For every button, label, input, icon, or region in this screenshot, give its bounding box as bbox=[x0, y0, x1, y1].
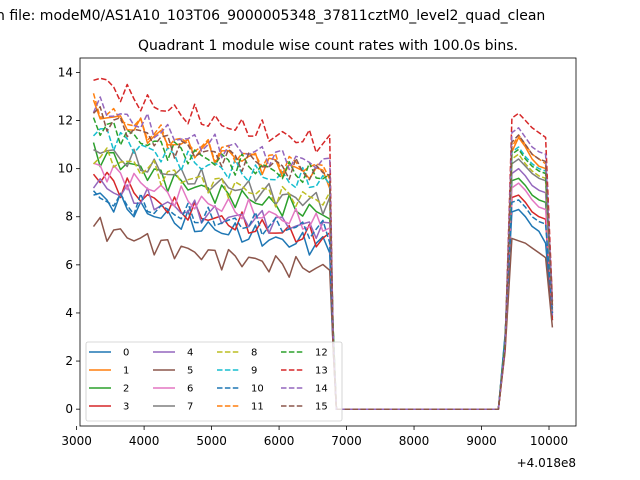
x-axis: 3000 4000 5000 6000 7000 8000 9000 10000 bbox=[61, 426, 568, 448]
legend-label-6: 6 bbox=[187, 384, 193, 395]
legend-label-0: 0 bbox=[123, 348, 129, 359]
legend-label-1: 1 bbox=[123, 366, 129, 377]
x-tick-label: 9000 bbox=[466, 434, 497, 448]
y-tick-label: 4 bbox=[65, 306, 73, 320]
series-line-8 bbox=[92, 147, 554, 410]
legend-frame bbox=[85, 341, 343, 422]
series-layer bbox=[92, 77, 554, 410]
x-tick-label: 6000 bbox=[264, 434, 295, 448]
legend-label-11: 11 bbox=[251, 402, 264, 413]
y-tick-label: 2 bbox=[65, 354, 73, 368]
legend-label-5: 5 bbox=[187, 366, 193, 377]
y-axis: 0 2 4 6 8 10 12 14 bbox=[58, 65, 80, 416]
y-tick-label: 0 bbox=[65, 402, 73, 416]
legend-label-9: 9 bbox=[251, 366, 257, 377]
y-tick-label: 6 bbox=[65, 258, 73, 272]
y-tick-label: 10 bbox=[58, 162, 73, 176]
y-tick-label: 8 bbox=[65, 210, 73, 224]
legend-label-13: 13 bbox=[315, 366, 328, 377]
legend-label-15: 15 bbox=[315, 402, 328, 413]
axes-frame bbox=[79, 57, 577, 427]
x-tick-label: 3000 bbox=[61, 434, 92, 448]
figure-suptitle: n file: modeM0/AS1A10_103T06_9000005348_… bbox=[0, 8, 545, 24]
legend-label-4: 4 bbox=[187, 348, 193, 359]
x-tick-label: 8000 bbox=[399, 434, 430, 448]
legend-label-7: 7 bbox=[187, 402, 193, 413]
legend-label-14: 14 bbox=[315, 384, 328, 395]
chart-title: Quadrant 1 module wise count rates with … bbox=[138, 38, 518, 54]
x-tick-label: 4000 bbox=[129, 434, 160, 448]
series-line-15 bbox=[92, 106, 554, 410]
legend-label-12: 12 bbox=[315, 348, 328, 359]
x-tick-label: 10000 bbox=[530, 434, 568, 448]
legend-label-8: 8 bbox=[251, 348, 257, 359]
legend-label-10: 10 bbox=[251, 384, 264, 395]
legend-label-2: 2 bbox=[123, 384, 129, 395]
legend-label-3: 3 bbox=[123, 402, 129, 413]
x-offset-text: +4.018e8 bbox=[517, 456, 576, 470]
x-tick-label: 7000 bbox=[331, 434, 362, 448]
x-tick-label: 5000 bbox=[196, 434, 227, 448]
y-tick-label: 14 bbox=[58, 65, 73, 79]
y-tick-label: 12 bbox=[58, 114, 73, 128]
series-line-9 bbox=[92, 127, 554, 410]
